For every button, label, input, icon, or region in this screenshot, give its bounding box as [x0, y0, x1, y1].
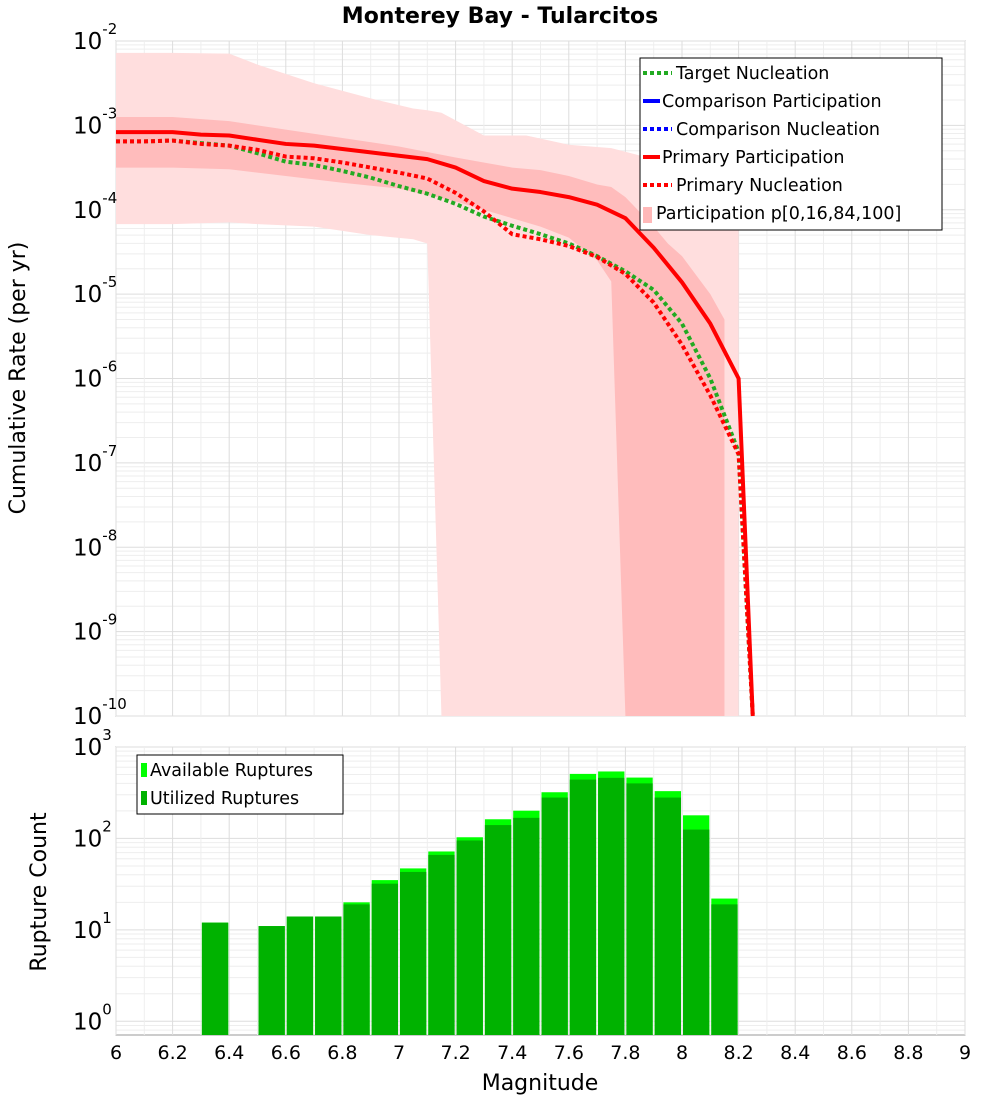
y-tick-label: 10-9 — [73, 611, 117, 646]
legend-label-target-nucleation: Target Nucleation — [675, 64, 829, 84]
x-tick-label: 7.2 — [440, 1042, 470, 1064]
x-tick-label: 8.2 — [723, 1042, 753, 1064]
utilized-bar — [654, 797, 681, 1035]
legend-swatch-utilized — [141, 791, 147, 805]
x-tick-label: 7.6 — [554, 1042, 584, 1064]
y-tick-label: 10-2 — [73, 20, 117, 55]
x-tick-label: 7.8 — [610, 1042, 640, 1064]
legend-swatch-participation-band — [643, 207, 652, 223]
utilized-bar — [371, 883, 398, 1035]
rate-legend-box — [639, 57, 943, 231]
count-x-ticks: 6 6.2 6.4 6.6 6.8 7 7.2 7.4 7.6 7.8 8 8.2 8.4 8.6 8.8 9 — [110, 1042, 971, 1064]
x-tick-label: 9 — [959, 1042, 971, 1064]
y-tick-label: 102 — [73, 817, 112, 852]
rate-plot: 10-2 10-3 10-4 10-5 10-6 10-7 10-8 10-9 10-10 Cu… — [6, 20, 966, 730]
count-plot: 100 101 102 103 6 6.2 6.4 6.6 6.8 7 7.2 7.4 7.6 7.8 8… — [27, 726, 971, 1096]
legend-label-primary-nucleation: Primary Nucleation — [676, 176, 843, 196]
x-tick-label: 8.6 — [837, 1042, 867, 1064]
legend-swatch-available — [141, 763, 147, 777]
rate-bands — [116, 52, 739, 716]
count-grid — [115, 746, 966, 1035]
x-tick-label: 7 — [393, 1042, 405, 1064]
legend-label-primary-participation: Primary Participation — [662, 148, 844, 168]
count-legend-box — [136, 754, 344, 815]
y-tick-label: 103 — [73, 726, 112, 761]
chart-title: Monterey Bay - Tularcitos — [342, 4, 658, 29]
utilized-bar — [286, 916, 314, 1035]
y-tick-label: 10-3 — [73, 104, 117, 139]
utilized-bar — [513, 817, 540, 1035]
count-y-ticks: 100 101 102 103 — [73, 726, 112, 1035]
utilized-bar — [541, 797, 568, 1035]
count-y-axis-label: Rupture Count — [27, 812, 52, 972]
x-tick-label: 8.4 — [780, 1042, 810, 1064]
utilized-bar — [315, 916, 342, 1035]
utilized-bar — [711, 904, 738, 1035]
rate-legend: Target Nucleation Comparison Participati… — [639, 57, 943, 231]
legend-label-utilized: Utilized Ruptures — [150, 789, 299, 809]
x-tick-label: 6.4 — [214, 1042, 244, 1064]
utilized-bar — [258, 926, 285, 1035]
x-tick-label: 6 — [110, 1042, 122, 1064]
series-line-primary-nucleation — [116, 138, 755, 717]
rate-y-axis-label: Cumulative Rate (per yr) — [6, 242, 31, 515]
utilized-bar — [484, 825, 512, 1035]
utilized-bar — [456, 840, 483, 1035]
utilized-bar — [626, 783, 653, 1035]
rate-lines — [116, 130, 755, 717]
y-tick-label: 10-5 — [73, 273, 117, 308]
utilized-bar — [428, 854, 455, 1035]
y-tick-label: 10-8 — [73, 526, 117, 561]
legend-label-comparison-nucleation: Comparison Nucleation — [676, 120, 880, 140]
y-tick-label: 100 — [73, 1000, 112, 1035]
series-line-primary-participation — [116, 130, 755, 717]
legend-label-comparison-participation: Comparison Participation — [662, 92, 882, 112]
y-tick-label: 10-7 — [73, 442, 117, 477]
band-p16-p84 — [116, 116, 725, 716]
x-tick-label: 8.8 — [893, 1042, 923, 1064]
x-tick-label: 7.4 — [497, 1042, 527, 1064]
utilized-bar — [201, 922, 229, 1035]
y-tick-label: 101 — [73, 909, 112, 944]
y-tick-label: 10-10 — [73, 695, 127, 730]
y-tick-label: 10-4 — [73, 189, 117, 224]
x-tick-label: 6.6 — [271, 1042, 301, 1064]
legend-label-available: Available Ruptures — [150, 761, 313, 781]
utilized-bar — [598, 777, 625, 1035]
legend-label-participation-band: Participation p[0,16,84,100] — [656, 204, 901, 224]
x-tick-label: 6.8 — [327, 1042, 357, 1064]
utilized-bar — [400, 871, 427, 1035]
utilized-bar — [683, 829, 710, 1035]
count-legend: Available Ruptures Utilized Ruptures — [136, 754, 344, 815]
x-tick-label: 8 — [676, 1042, 688, 1064]
x-tick-label: 6.2 — [157, 1042, 187, 1064]
utilized-bar — [569, 779, 597, 1035]
utilized-bar — [343, 904, 370, 1035]
rate-y-ticks: 10-2 10-3 10-4 10-5 10-6 10-7 10-8 10-9 10-10 — [73, 20, 127, 730]
y-tick-label: 10-6 — [73, 358, 117, 393]
x-axis-label: Magnitude — [482, 1071, 599, 1096]
count-bars — [201, 771, 738, 1035]
